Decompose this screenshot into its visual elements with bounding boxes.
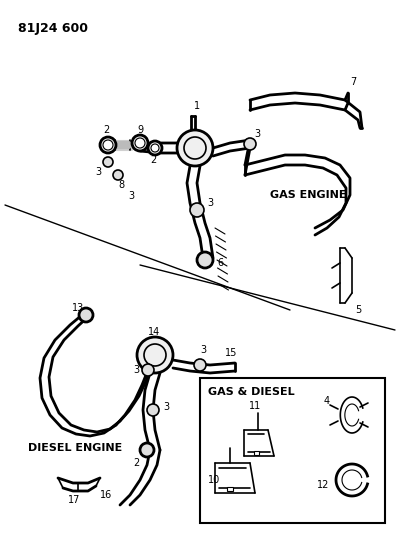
- Text: 3: 3: [163, 402, 169, 412]
- Text: 14: 14: [148, 327, 160, 337]
- Text: GAS ENGINE: GAS ENGINE: [270, 190, 346, 200]
- Circle shape: [142, 364, 154, 376]
- Circle shape: [244, 138, 256, 150]
- Text: 3: 3: [200, 345, 206, 355]
- Text: 12: 12: [317, 480, 329, 490]
- Text: 10: 10: [208, 475, 220, 485]
- Circle shape: [135, 138, 145, 148]
- Circle shape: [190, 203, 204, 217]
- Circle shape: [140, 443, 154, 457]
- Text: 1: 1: [194, 101, 200, 111]
- Text: 6: 6: [217, 258, 223, 268]
- Text: DIESEL ENGINE: DIESEL ENGINE: [28, 443, 122, 453]
- Text: 17: 17: [68, 495, 80, 505]
- Text: 81J24 600: 81J24 600: [18, 22, 88, 35]
- Text: 2: 2: [133, 458, 139, 468]
- Text: GAS & DIESEL: GAS & DIESEL: [208, 387, 295, 397]
- Circle shape: [151, 144, 159, 152]
- Circle shape: [103, 157, 113, 167]
- Bar: [200, 378, 385, 523]
- Text: 15: 15: [225, 348, 237, 358]
- Text: 7: 7: [350, 77, 356, 87]
- Text: 16: 16: [100, 490, 112, 500]
- Circle shape: [148, 141, 162, 155]
- Text: 8: 8: [118, 180, 124, 190]
- Text: 11: 11: [249, 401, 261, 411]
- Circle shape: [113, 170, 123, 180]
- Circle shape: [100, 137, 116, 153]
- Bar: [227, 487, 233, 491]
- Circle shape: [194, 359, 206, 371]
- Circle shape: [79, 308, 93, 322]
- Text: 2: 2: [103, 125, 109, 135]
- Circle shape: [147, 404, 159, 416]
- Circle shape: [184, 137, 206, 159]
- Text: 13: 13: [72, 303, 84, 313]
- Text: 3: 3: [95, 167, 101, 177]
- Text: 3: 3: [128, 191, 134, 201]
- Text: 2: 2: [150, 155, 156, 165]
- Text: 9: 9: [137, 125, 143, 135]
- Text: 3: 3: [133, 365, 139, 375]
- Circle shape: [137, 337, 173, 373]
- Circle shape: [103, 140, 113, 150]
- Circle shape: [177, 130, 213, 166]
- Text: 3: 3: [254, 129, 260, 139]
- Bar: [254, 451, 259, 455]
- Text: 5: 5: [355, 305, 361, 315]
- Circle shape: [144, 344, 166, 366]
- Circle shape: [197, 252, 213, 268]
- Text: 4: 4: [324, 396, 330, 406]
- Text: 3: 3: [207, 198, 213, 208]
- Circle shape: [132, 135, 148, 151]
